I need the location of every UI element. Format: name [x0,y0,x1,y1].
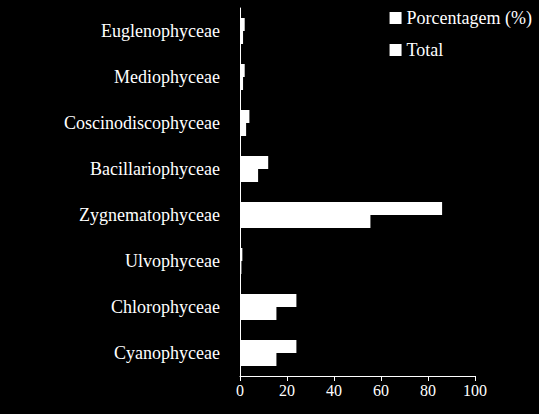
svg-text:Cyanophyceae: Cyanophyceae [114,343,220,363]
svg-text:60: 60 [373,382,389,399]
svg-text:80: 80 [420,382,436,399]
svg-text:0: 0 [236,382,244,399]
svg-text:Bacillariophyceae: Bacillariophyceae [90,159,220,179]
svg-text:Chlorophyceae: Chlorophyceae [111,297,220,317]
svg-text:Euglenophyceae: Euglenophyceae [101,21,220,41]
svg-text:Zygnematophyceae: Zygnematophyceae [79,205,220,225]
svg-text:40: 40 [326,382,342,399]
svg-text:Total: Total [407,40,444,60]
svg-text:Ulvophyceae: Ulvophyceae [125,251,220,271]
svg-text:Coscinodiscophyceae: Coscinodiscophyceae [64,113,220,133]
svg-text:Porcentagem (%): Porcentagem (%) [407,8,532,29]
svg-text:Mediophyceae: Mediophyceae [114,67,220,87]
svg-text:100: 100 [463,382,487,399]
svg-text:20: 20 [279,382,295,399]
